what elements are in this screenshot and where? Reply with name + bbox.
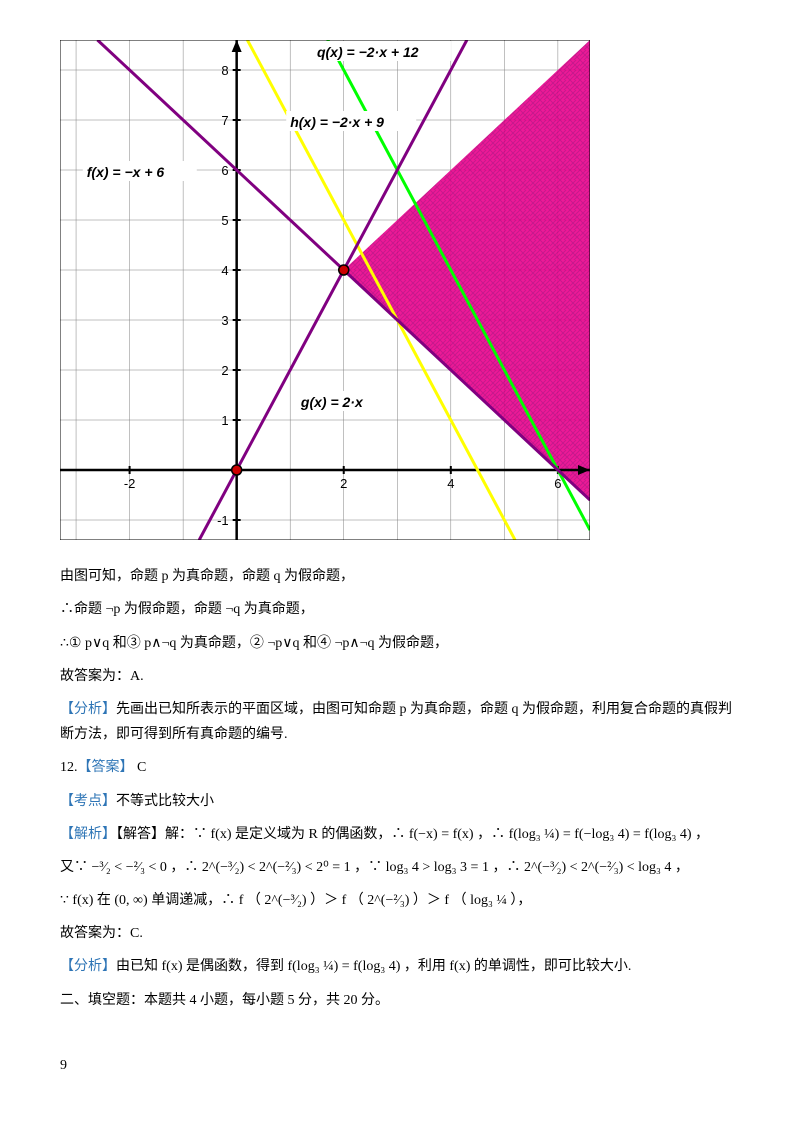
svg-text:2: 2 <box>340 476 347 491</box>
text-line-4: 故答案为：A. <box>60 664 734 689</box>
analysis-2: 【分析】由已知 f(x) 是偶函数，得到 f(log₃ ¼) = f(log₃ … <box>60 954 734 979</box>
svg-text:-2: -2 <box>124 476 136 491</box>
svg-text:6: 6 <box>554 476 561 491</box>
svg-text:8: 8 <box>221 63 228 78</box>
jiexi-line-3: ∵ f(x) 在 (0, ∞) 单调递减，∴ f （ 2^(−³⁄₂) ）＞ f… <box>60 888 734 913</box>
svg-text:-1: -1 <box>217 513 229 528</box>
svg-text:6: 6 <box>221 163 228 178</box>
kaodian-value: 不等式比较大小 <box>116 794 214 809</box>
analysis-1-text: 先画出已知所表示的平面区域，由图可知命题 p 为真命题，命题 q 为假命题，利用… <box>60 702 732 742</box>
analysis-2-label: 【分析】 <box>60 959 116 974</box>
q12-answer-line: 12.【答案】 C <box>60 755 734 780</box>
section-2-header: 二、填空题：本题共 4 小题，每小题 5 分，共 20 分。 <box>60 988 734 1013</box>
answer-label: 【答案】 <box>78 760 134 775</box>
svg-text:2: 2 <box>221 363 228 378</box>
q12-number: 12. <box>60 760 78 775</box>
jiexi-1-text: 解：∵ f(x) 是定义域为 R 的偶函数，∴ f(−x) = f(x) ，∴ … <box>165 827 709 842</box>
svg-text:4: 4 <box>447 476 454 491</box>
svg-text:g(x) = 2·x: g(x) = 2·x <box>300 394 364 410</box>
svg-text:4: 4 <box>221 263 228 278</box>
jiedai-label: 【解答】 <box>116 827 165 842</box>
svg-text:1: 1 <box>221 413 228 428</box>
jiexi-line-1: 【解析】【解答】解：∵ f(x) 是定义域为 R 的偶函数，∴ f(−x) = … <box>60 822 734 847</box>
answer-value: C <box>134 760 147 775</box>
text-line-3: ∴① p∨q 和③ p∧¬q 为真命题，② ¬p∨q 和④ ¬p∧¬q 为假命题… <box>60 631 734 656</box>
jiexi-line-4: 故答案为：C. <box>60 921 734 946</box>
svg-text:5: 5 <box>221 213 228 228</box>
svg-text:h(x) = −2·x + 9: h(x) = −2·x + 9 <box>290 114 384 130</box>
page-number: 9 <box>60 1053 734 1078</box>
text-line-1: 由图可知，命题 p 为真命题，命题 q 为假命题， <box>60 564 734 589</box>
coordinate-chart: -2 2 4 6 -1 1 2 3 4 5 6 7 8 q(x) = −2·x + 12 h(x) = −2… <box>60 40 590 540</box>
analysis-1: 【分析】先画出已知所表示的平面区域，由图可知命题 p 为真命题，命题 q 为假命… <box>60 697 734 747</box>
text-line-2: ∴命题 ¬p 为假命题，命题 ¬q 为真命题， <box>60 597 734 622</box>
chart-region: -2 2 4 6 -1 1 2 3 4 5 6 7 8 q(x) = −2·x + 12 h(x) = −2… <box>60 40 734 549</box>
svg-text:3: 3 <box>221 313 228 328</box>
kaodian-line: 【考点】不等式比较大小 <box>60 789 734 814</box>
jiexi-label: 【解析】 <box>60 827 116 842</box>
svg-text:7: 7 <box>221 113 228 128</box>
analysis-label: 【分析】 <box>60 702 116 717</box>
jiexi-line-2: 又∵ −³⁄₂ < −²⁄₃ < 0 ，∴ 2^(−³⁄₂) < 2^(−²⁄₃… <box>60 855 734 880</box>
kaodian-label: 【考点】 <box>60 794 116 809</box>
analysis-2-text: 由已知 f(x) 是偶函数，得到 f(log₃ ¼) = f(log₃ 4) ，… <box>116 959 631 974</box>
svg-text:q(x) = −2·x + 12: q(x) = −2·x + 12 <box>317 44 419 60</box>
svg-text:f(x) = −x + 6: f(x) = −x + 6 <box>87 164 165 180</box>
